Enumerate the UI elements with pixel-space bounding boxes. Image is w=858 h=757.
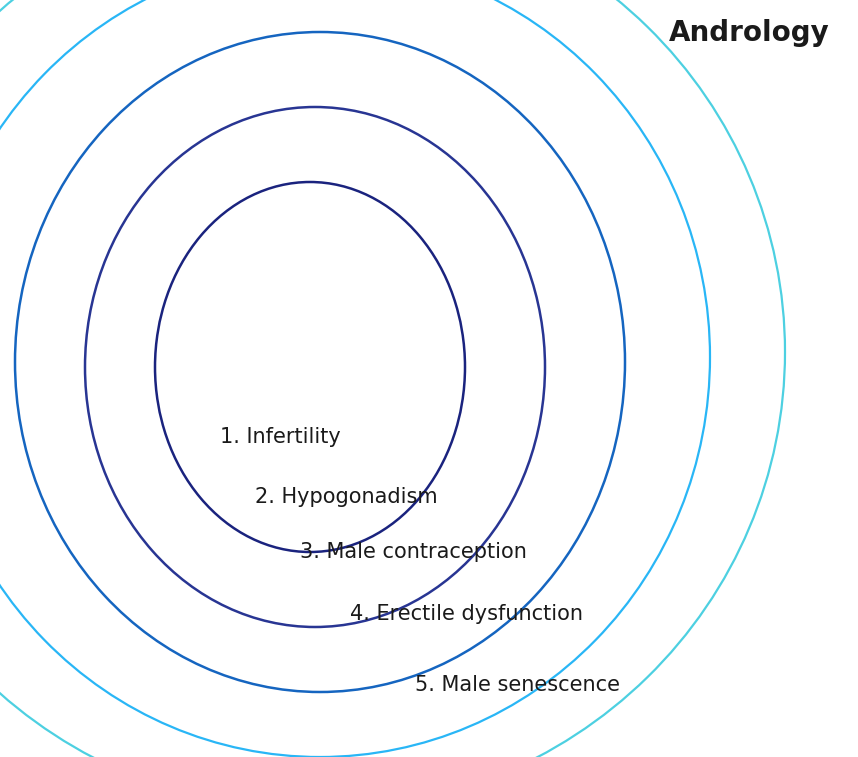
Text: 1. Infertility: 1. Infertility	[220, 427, 341, 447]
Text: 5. Male senescence: 5. Male senescence	[415, 675, 620, 695]
Text: 2. Hypogonadism: 2. Hypogonadism	[255, 487, 438, 507]
Text: 4. Erectile dysfunction: 4. Erectile dysfunction	[350, 604, 583, 624]
Text: Andrology: Andrology	[669, 19, 830, 47]
Text: 3. Male contraception: 3. Male contraception	[300, 542, 527, 562]
